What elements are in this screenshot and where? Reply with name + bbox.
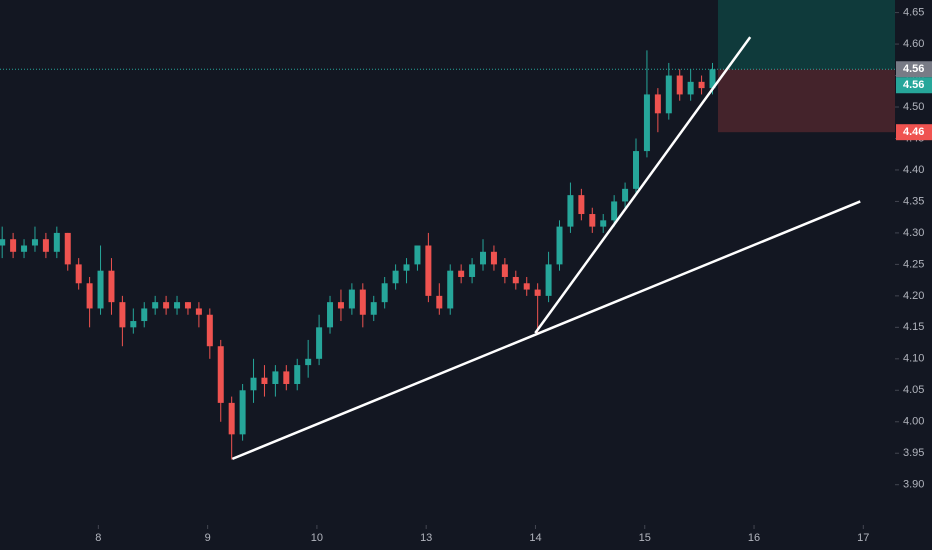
candle-body [359, 289, 366, 315]
candle-body [283, 371, 290, 384]
candle-body [250, 377, 257, 391]
candle-body [633, 151, 640, 189]
candle-body [75, 264, 82, 284]
candle-body [622, 188, 629, 202]
trend-line [231, 200, 861, 461]
candle-body [589, 214, 596, 227]
candle-body [108, 270, 115, 303]
candle-body [141, 308, 148, 322]
candle-body [567, 195, 574, 227]
candle-body [403, 264, 410, 271]
candle-body [228, 402, 235, 435]
y-tick-label: 4.50 [903, 101, 924, 113]
candle-body [654, 94, 661, 114]
candle-body [436, 295, 443, 309]
candle-body [305, 358, 312, 366]
candle-body [53, 232, 60, 252]
candle-body [556, 226, 563, 265]
price-label-box [896, 61, 932, 78]
candle-body [316, 327, 323, 359]
candle-body [458, 270, 465, 277]
candle-body [611, 201, 618, 221]
y-tick-label: 3.90 [903, 479, 924, 491]
candle-body [392, 270, 399, 284]
loss-zone [717, 69, 895, 133]
profit-zone [717, 0, 895, 70]
candle-body [501, 264, 508, 277]
price-label: 4.56 [903, 63, 924, 75]
x-tick-label: 17 [857, 532, 869, 544]
candle-body [665, 75, 672, 114]
x-tick-label: 15 [639, 532, 651, 544]
x-tick-label: 8 [95, 532, 101, 544]
y-tick-label: 4.65 [903, 6, 924, 18]
x-tick-label: 13 [420, 532, 432, 544]
candle-body [600, 220, 607, 227]
candle-body [480, 251, 487, 265]
candle-body [414, 245, 421, 265]
x-tick-label: 16 [748, 532, 760, 544]
candle-body [64, 232, 71, 265]
candle-body [327, 302, 334, 328]
candle-body [381, 283, 388, 303]
candle-body [447, 270, 454, 309]
candle-body [86, 283, 93, 309]
y-tick-label: 4.35 [903, 195, 924, 207]
y-tick-label: 4.30 [903, 227, 924, 239]
candle-body [523, 283, 530, 290]
candle-body [42, 239, 49, 252]
y-tick-label: 3.95 [903, 447, 924, 459]
candle-body [578, 195, 585, 215]
candle-body [294, 365, 301, 384]
price-label: 4.56 [903, 79, 924, 91]
candle-body [97, 270, 104, 309]
candle-body [698, 81, 705, 89]
price-label: 4.46 [903, 126, 924, 138]
candle-body [545, 264, 552, 296]
candle-body [425, 245, 432, 296]
y-tick-label: 4.25 [903, 258, 924, 270]
price-label-box [896, 77, 932, 94]
x-tick-label: 9 [205, 532, 211, 544]
candle-body [261, 377, 268, 384]
y-tick-label: 4.10 [903, 353, 924, 365]
candle-body [643, 94, 650, 152]
candle-body [337, 302, 344, 309]
y-tick-label: 4.60 [903, 38, 924, 50]
candle-body [195, 308, 202, 315]
candle-body [676, 75, 683, 95]
y-tick-label: 4.05 [903, 384, 924, 396]
candle-body [348, 289, 355, 309]
y-tick-label: 4.20 [903, 290, 924, 302]
x-tick-label: 10 [311, 532, 323, 544]
candle-body [512, 276, 519, 284]
candle-body [490, 251, 497, 265]
candle-body [469, 264, 476, 277]
y-tick-label: 4.00 [903, 416, 924, 428]
candle-body [119, 302, 126, 328]
candle-body [152, 302, 159, 309]
candle-body [272, 371, 279, 384]
candle-body [217, 346, 224, 403]
candle-body [184, 302, 191, 309]
x-tick-label: 14 [529, 532, 541, 544]
candle-body [21, 245, 28, 252]
candle-body [687, 81, 694, 95]
y-tick-label: 4.40 [903, 164, 924, 176]
candle-body [206, 314, 213, 347]
candle-body [10, 239, 17, 252]
y-tick-label: 4.15 [903, 321, 924, 333]
candle-body [31, 239, 38, 246]
candle-body [163, 302, 170, 309]
candle-body [709, 69, 716, 89]
candle-body [239, 390, 246, 435]
candle-body [0, 239, 6, 246]
trend-line [534, 36, 752, 334]
price-label-box [896, 124, 932, 141]
candle-body [174, 302, 181, 309]
candle-body [130, 321, 137, 328]
candle-body [370, 302, 377, 315]
candle-body [534, 289, 541, 296]
